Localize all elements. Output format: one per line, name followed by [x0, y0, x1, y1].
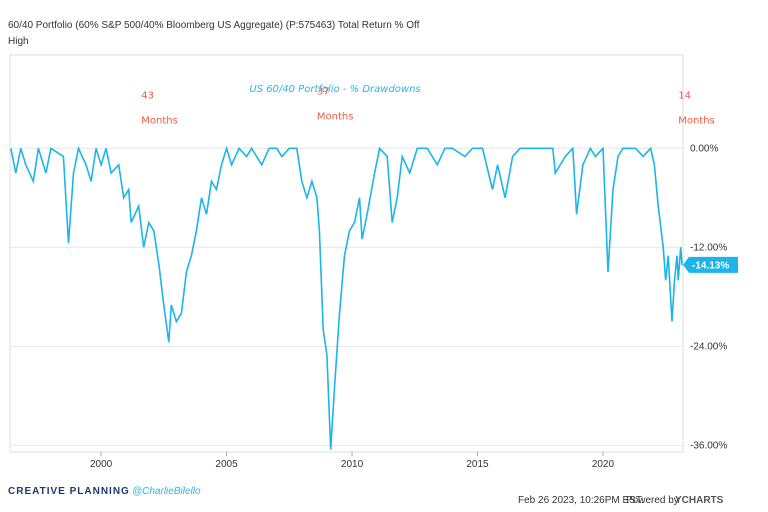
powered: Powered by [626, 495, 679, 506]
header-line: High [8, 36, 29, 47]
x-tick-label: 2005 [215, 459, 238, 470]
last-value-label: -14.13% [692, 260, 729, 271]
x-tick-label: 2000 [90, 459, 113, 470]
line [10, 145, 683, 450]
x-tick-label: 2015 [466, 459, 489, 470]
annotation-line: 43 [141, 91, 154, 102]
header-line: 60/40 Portfolio (60% S&P 500/40% Bloombe… [8, 20, 420, 31]
source: YCHARTS [675, 495, 724, 506]
annotation-line: 37 [317, 87, 330, 98]
x-tick-label: 2020 [592, 459, 615, 470]
y-tick-label: -36.00% [690, 440, 727, 451]
annotation-line: Months [317, 112, 354, 123]
y-tick-label: -24.00% [690, 341, 727, 352]
last-value-tag [683, 256, 738, 273]
annotation: 37 Months [317, 87, 354, 123]
y-tick-label: 0.00% [690, 143, 718, 154]
annotation: 14 Months [678, 91, 715, 127]
annotation-line: Months [141, 116, 178, 127]
x-tick-label: 2010 [341, 459, 364, 470]
annotation-line: 14 [678, 91, 691, 102]
handle: @CharlieBilello [132, 486, 201, 497]
annotation-line: Months [678, 116, 715, 127]
brand: CREATIVE PLANNING [8, 486, 130, 497]
chart-title: US 60/40 Portfolio - % Drawdowns [249, 84, 420, 95]
annotation: 43 Months [141, 91, 178, 127]
plot-frame [9, 54, 684, 453]
date: Feb 26 2023, 10:26PM EST. [518, 495, 644, 506]
y-tick-label: -12.00% [690, 242, 727, 253]
